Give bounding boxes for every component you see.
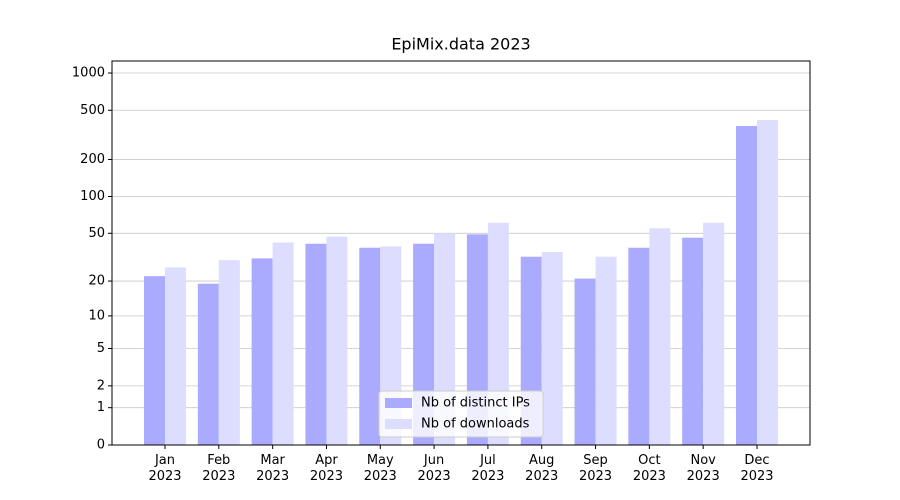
y-tick-label: 0 <box>97 438 105 453</box>
bar <box>649 228 671 445</box>
bar <box>628 247 650 445</box>
y-tick-label: 10 <box>88 308 105 323</box>
x-tick-label: Oct 2023 <box>632 453 666 484</box>
plot-frame <box>111 60 811 446</box>
y-tick-label: 500 <box>80 103 105 118</box>
y-tick-label: 5 <box>97 341 105 356</box>
x-tick-label: Feb 2023 <box>202 453 236 484</box>
bar <box>144 276 165 445</box>
legend: Nb of distinct IPs Nb of downloads <box>378 390 544 438</box>
legend-box <box>378 390 544 438</box>
x-tick-label: Sep 2023 <box>578 453 613 484</box>
bar <box>326 236 348 445</box>
x-tick-label: Aug 2023 <box>525 453 559 484</box>
legend-swatch <box>385 398 412 408</box>
bar <box>251 258 273 445</box>
x-tick-label: Jul 2023 <box>471 453 505 484</box>
bar <box>272 242 294 445</box>
x-tick-label: Dec 2023 <box>740 453 774 484</box>
bar <box>541 252 563 445</box>
x-tick-label: Apr 2023 <box>309 453 343 484</box>
y-tick-label: 2 <box>97 378 105 393</box>
chart-title: EpiMix.data 2023 <box>391 35 530 54</box>
legend-label: Nb of distinct IPs <box>421 396 530 411</box>
bar <box>165 267 186 445</box>
bar <box>359 247 381 445</box>
x-tick-label: May 2023 <box>363 453 397 484</box>
bar <box>703 222 725 445</box>
bar <box>197 283 219 445</box>
y-tick-label: 1000 <box>72 66 105 81</box>
x-tick-label: Jan 2023 <box>148 453 182 484</box>
y-tick-label: 1 <box>97 400 105 415</box>
legend-swatch <box>385 419 412 429</box>
bar <box>574 278 596 445</box>
y-tick-label: 20 <box>88 274 105 289</box>
x-tick-label: Jun 2023 <box>417 453 451 484</box>
y-tick-label: 200 <box>80 152 105 167</box>
bar <box>487 222 509 445</box>
legend-label: Nb of downloads <box>421 417 530 432</box>
bar <box>736 126 757 446</box>
bar <box>757 120 778 445</box>
bar <box>305 243 327 445</box>
y-tick-label: 50 <box>88 226 105 241</box>
bar <box>682 237 704 445</box>
bar <box>218 260 240 445</box>
bar <box>595 256 617 445</box>
x-tick-label: Mar 2023 <box>256 453 290 484</box>
x-tick-label: Nov 2023 <box>686 453 720 484</box>
y-tick-label: 100 <box>80 189 105 204</box>
